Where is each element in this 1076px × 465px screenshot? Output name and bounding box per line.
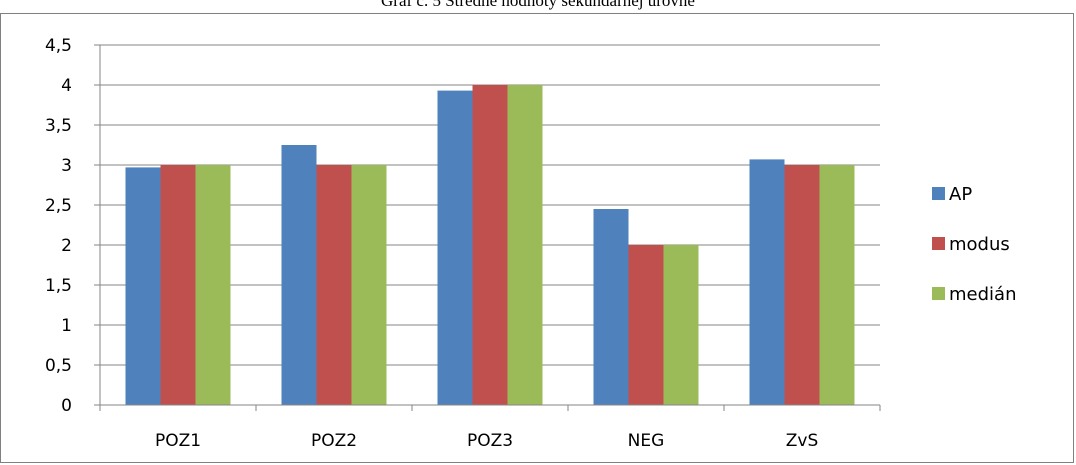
y-tick-label: 3 [61,156,72,176]
y-tick-label: 1 [61,316,72,336]
bars [125,85,855,405]
legend-swatch-medián [932,287,945,300]
x-tick-label: ZvS [786,431,819,451]
y-tick-label: 3,5 [45,116,72,136]
bar-medián-POZ2 [351,165,387,405]
x-tick-label: NEG [628,431,665,451]
y-tick-label: 2,5 [45,196,72,216]
y-tick-label: 0,5 [45,356,72,376]
y-tick-label: 2 [61,236,72,256]
chart-frame [0,13,1074,463]
bar-medián-ZvS [819,165,855,405]
x-tick-labels: POZ1 POZ2 POZ3 NEG ZvS [155,431,818,451]
legend: AP modus medián [932,184,1016,305]
bar-AP-ZvS [749,159,785,405]
bar-medián-POZ1 [195,165,231,405]
bar-medián-POZ3 [507,85,543,405]
y-tick-label: 1,5 [45,276,72,296]
y-tick-labels: 0 0,5 1 1,5 2 2,5 3 3,5 4 4,5 [45,36,72,416]
bar-modus-ZvS [784,165,820,405]
chart-caption: Graf č. 5 Stredné hodnoty sekundárnej úr… [381,0,695,10]
bar-AP-POZ1 [125,167,161,405]
bar-modus-POZ3 [472,85,508,405]
x-tick-label: POZ1 [155,431,201,451]
bar-AP-POZ2 [281,145,317,405]
bar-AP-NEG [593,209,629,405]
legend-label: AP [949,184,972,205]
y-tick-label: 4 [61,76,72,96]
legend-swatch-AP [932,187,945,200]
legend-swatch-modus [932,237,945,250]
x-tick-label: POZ2 [311,431,357,451]
bar-medián-NEG [663,245,699,405]
y-tick-label: 4,5 [45,36,72,56]
bar-modus-POZ2 [316,165,352,405]
x-tick-label: POZ3 [467,431,513,451]
legend-label: medián [949,284,1016,305]
bar-modus-NEG [628,245,664,405]
axes [94,44,881,411]
y-tick-label: 0 [61,396,72,416]
legend-label: modus [949,234,1010,255]
bar-modus-POZ1 [160,165,196,405]
bar-AP-POZ3 [437,90,473,405]
